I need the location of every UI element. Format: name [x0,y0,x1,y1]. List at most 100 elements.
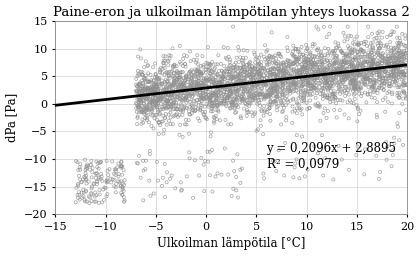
Point [385,60,391,64]
Point [307,80,313,84]
Point [194,72,201,76]
Point [391,83,398,87]
Point [231,106,238,111]
Point [154,101,161,105]
Point [141,107,147,111]
Point [369,53,376,57]
Point [352,78,358,82]
Point [331,80,338,84]
Point [299,66,306,70]
Point [283,76,290,80]
Point [82,189,89,193]
Point [329,76,336,80]
Point [171,63,177,67]
Point [391,141,398,145]
Point [359,63,366,67]
Point [189,94,196,98]
Point [204,117,210,121]
Point [173,111,180,115]
Point [343,85,349,89]
Point [119,185,126,189]
Point [206,79,213,83]
Point [384,100,391,104]
Point [159,90,166,94]
Point [291,165,298,169]
Point [104,178,110,182]
Point [219,76,226,80]
Point [230,103,236,107]
Point [379,36,386,40]
Point [307,58,314,62]
Point [197,98,203,102]
Point [392,53,399,57]
Point [188,76,195,80]
Point [342,58,349,62]
Point [186,94,192,98]
Point [366,82,373,87]
Point [260,82,267,86]
Point [297,81,304,85]
Point [382,63,389,68]
Point [304,75,310,79]
Point [378,83,385,87]
Point [186,70,193,74]
Point [333,46,339,50]
Point [160,93,167,97]
Point [318,75,324,79]
Point [202,81,209,86]
Point [313,104,320,108]
Point [103,180,110,185]
Point [273,78,280,82]
Point [83,167,90,171]
Point [375,73,382,77]
Point [365,25,372,29]
Point [283,76,289,80]
Point [99,179,105,183]
Point [360,65,367,69]
Point [326,63,333,67]
Point [387,56,394,60]
Point [396,83,402,87]
Point [394,67,401,71]
Point [190,74,197,78]
Point [197,96,204,100]
Point [250,82,257,87]
Point [142,73,149,78]
Point [198,64,205,68]
Point [332,78,339,82]
Point [142,159,149,163]
Point [391,73,397,77]
Point [210,91,216,95]
Point [149,87,156,91]
Point [207,95,214,99]
Point [350,93,357,97]
Point [336,47,343,51]
Point [374,100,381,104]
Point [121,198,128,202]
Point [334,54,341,58]
Point [281,173,288,177]
Point [191,109,198,113]
Point [364,55,370,59]
Point [208,94,215,98]
Point [330,177,337,182]
Point [197,71,204,76]
Point [220,90,227,94]
Point [134,162,141,166]
Point [389,72,396,76]
Point [305,58,312,62]
Point [304,83,311,87]
Point [323,82,330,86]
Point [389,64,396,68]
Point [287,89,294,93]
Point [362,77,369,81]
Point [313,48,320,52]
Point [161,72,168,77]
Point [401,55,407,59]
Point [207,69,214,73]
Point [283,115,290,119]
Point [286,76,293,80]
Point [378,86,385,90]
Point [218,73,225,78]
Point [261,55,268,59]
